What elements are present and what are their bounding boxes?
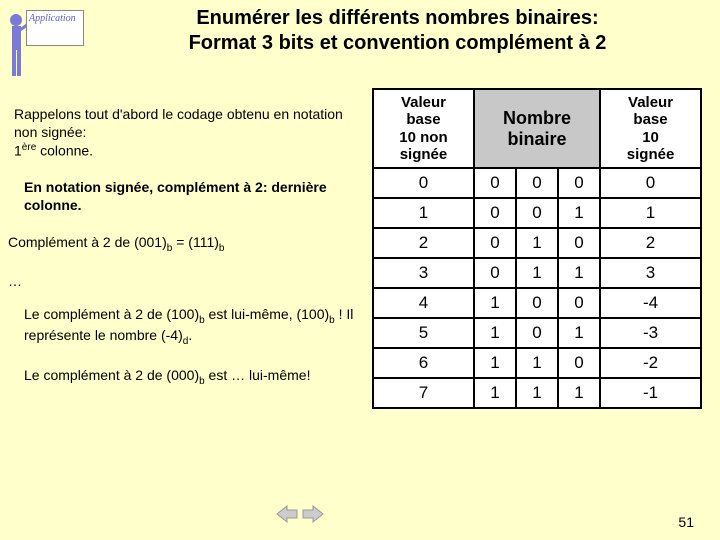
cell-bit: 0 (474, 258, 516, 288)
cell-unsigned: 0 (373, 168, 474, 198)
icon-label: Application (27, 11, 83, 26)
cell-bit: 0 (474, 198, 516, 228)
col-unsigned-header: Valeur base 10 non signée (373, 89, 474, 168)
cell-bit: 1 (516, 378, 558, 408)
cell-unsigned: 2 (373, 228, 474, 258)
cell-signed: 2 (600, 228, 701, 258)
cell-unsigned: 7 (373, 378, 474, 408)
cell-bit: 1 (516, 228, 558, 258)
cell-signed: -2 (600, 348, 701, 378)
table-row: 10011 (373, 198, 701, 228)
cell-bit: 0 (474, 168, 516, 198)
cell-bit: 0 (516, 198, 558, 228)
cell-unsigned: 5 (373, 318, 474, 348)
cell-bit: 1 (516, 348, 558, 378)
binary-table: Valeur base 10 non signée Nombre binaire… (372, 88, 702, 409)
col-binary-header: Nombre binaire (474, 89, 600, 168)
cell-bit: 0 (516, 288, 558, 318)
ellipsis: … (8, 272, 359, 290)
cell-bit: 1 (474, 378, 516, 408)
nav-arrows (275, 503, 325, 530)
table-row: 00000 (373, 168, 701, 198)
title-line-1: Enumérer les différents nombres binaires… (196, 7, 598, 29)
cell-bit: 1 (558, 318, 600, 348)
paragraph-1: Rappelons tout d'abord le codage obtenu … (14, 105, 359, 160)
cell-signed: 3 (600, 258, 701, 288)
cell-bit: 0 (558, 168, 600, 198)
cell-bit: 0 (558, 348, 600, 378)
title-line-2: Format 3 bits et convention complément à… (189, 32, 607, 54)
paragraph-5: Le complément à 2 de (000)b est … lui-mê… (24, 366, 359, 388)
cell-unsigned: 3 (373, 258, 474, 288)
table-row: 5101-3 (373, 318, 701, 348)
whiteboard-icon: Application (26, 10, 84, 46)
cell-bit: 1 (474, 318, 516, 348)
page-number: 51 (678, 514, 694, 530)
cell-bit: 0 (516, 318, 558, 348)
application-icon: Application (4, 6, 82, 76)
cell-bit: 0 (474, 228, 516, 258)
cell-bit: 1 (474, 348, 516, 378)
cell-bit: 0 (516, 168, 558, 198)
paragraph-4: Le complément à 2 de (100)b est lui-même… (24, 305, 359, 349)
cell-unsigned: 1 (373, 198, 474, 228)
table-row: 7111-1 (373, 378, 701, 408)
col-signed-header: Valeur base 10 signée (600, 89, 701, 168)
paragraph-2: En notation signée, complément à 2: dern… (24, 178, 359, 214)
table-row: 30113 (373, 258, 701, 288)
cell-bit: 0 (558, 288, 600, 318)
table-row: 6110-2 (373, 348, 701, 378)
paragraph-3: Complément à 2 de (001)b = (111)b (8, 233, 359, 255)
table-row: 4100-4 (373, 288, 701, 318)
cell-bit: 0 (558, 228, 600, 258)
page-title: Enumérer les différents nombres binaires… (95, 6, 700, 56)
table-row: 20102 (373, 228, 701, 258)
cell-bit: 1 (558, 198, 600, 228)
cell-bit: 1 (516, 258, 558, 288)
cell-signed: -1 (600, 378, 701, 408)
cell-bit: 1 (558, 378, 600, 408)
cell-bit: 1 (558, 258, 600, 288)
cell-signed: -4 (600, 288, 701, 318)
cell-bit: 1 (474, 288, 516, 318)
body-text: Rappelons tout d'abord le codage obtenu … (14, 105, 359, 406)
cell-signed: 0 (600, 168, 701, 198)
cell-unsigned: 4 (373, 288, 474, 318)
cell-signed: -3 (600, 318, 701, 348)
cell-unsigned: 6 (373, 348, 474, 378)
cell-signed: 1 (600, 198, 701, 228)
